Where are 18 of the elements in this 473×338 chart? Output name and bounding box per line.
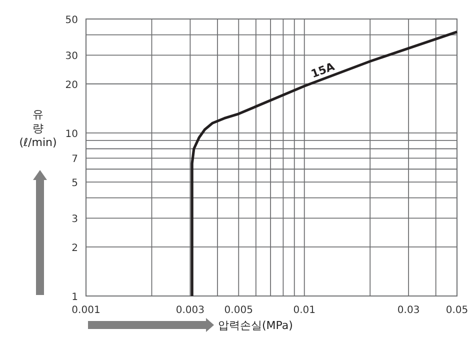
y-axis-title: 유량(ℓ/min)	[19, 108, 57, 149]
y-tick-label: 1	[72, 292, 78, 303]
x-tick-label: 0.01	[293, 305, 316, 316]
y-tick-label: 5	[72, 178, 78, 190]
y-tick-label: 3	[72, 214, 78, 226]
y-tick-label: 2	[72, 242, 78, 254]
x-tick-label: 0.003	[176, 305, 205, 316]
y-tick-label: 10	[65, 128, 78, 140]
y-tick-label: 50	[65, 15, 78, 26]
y-tick-label: 20	[65, 80, 78, 91]
y-tick-label: 30	[65, 51, 78, 62]
x-tick-label: 0.005	[224, 305, 253, 316]
text: 15A	[309, 60, 337, 81]
x-tick-label: 0.05	[446, 305, 468, 316]
x-tick-label: 0.03	[397, 305, 420, 316]
x-axis-title: 압력손실(MPa)	[218, 319, 293, 332]
y-tick-label: 7	[72, 154, 78, 166]
x-tick-label: 0.001	[72, 305, 100, 316]
